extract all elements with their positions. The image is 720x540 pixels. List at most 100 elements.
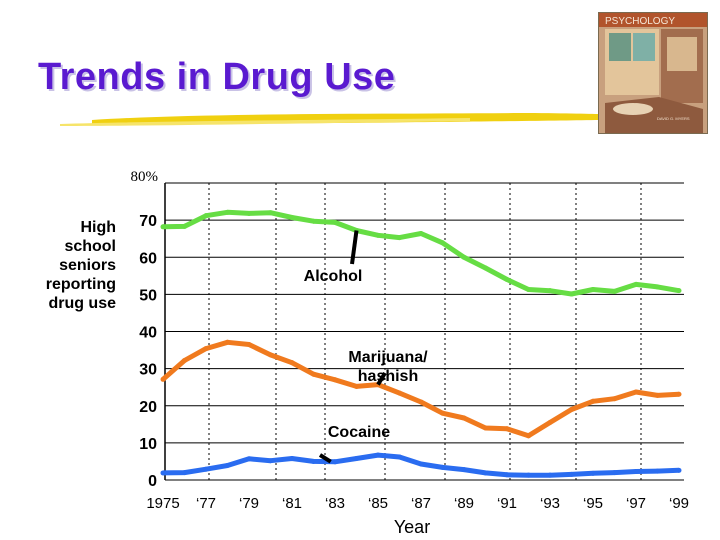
y-axis-title-line: High school [64,219,116,255]
data-point-marijuana [590,398,596,404]
data-point-marijuana [246,341,252,347]
data-point-cocaine [418,461,424,467]
y-tick-label: 50 [139,287,157,304]
x-tick-label: ‘91 [497,495,517,512]
data-point-alcohol [547,288,553,294]
data-point-cocaine [440,464,445,470]
x-tick-label: 1975 [146,495,179,512]
data-point-alcohol [633,281,639,287]
annotation-label-marijuana: Marijuana/hashish [348,349,428,385]
y-tick-label: 70 [139,213,157,230]
data-point-alcohol [225,209,230,215]
data-point-alcohol [375,232,381,238]
x-tick-label: ‘89 [454,495,474,512]
book-cover-author: DAVID G. MYERS [657,116,690,121]
data-point-marijuana [676,391,682,397]
data-point-marijuana [225,339,230,345]
series-line-alcohol [162,209,680,297]
data-point-alcohol [203,213,209,219]
data-point-marijuana [182,357,187,363]
data-point-cocaine [225,463,230,469]
data-point-alcohol [311,218,316,224]
data-point-cocaine [590,470,596,476]
x-tick-label: ‘81 [282,495,302,512]
data-point-cocaine [182,470,187,476]
data-point-cocaine [547,472,553,478]
data-point-cocaine [526,472,531,478]
annotation-label-line: Cocaine [328,424,390,441]
data-point-alcohol [526,287,531,293]
data-point-cocaine [246,456,252,462]
book-cover-image: PSYCHOLOGY DAVID G. MYERS [598,12,708,134]
x-tick-label: ‘85 [368,495,388,512]
data-point-marijuana [354,383,359,389]
y-tick-label: 10 [139,436,157,453]
data-point-cocaine [375,452,381,458]
x-tick-label: ‘99 [669,495,689,512]
data-point-cocaine [160,470,166,476]
title-underline [60,113,600,126]
data-point-alcohol [246,210,252,216]
y-axis-title: High school seniors reporting drug use [28,218,116,313]
x-tick-label: ‘79 [239,495,259,512]
data-point-marijuana [289,360,295,366]
data-point-cocaine [461,467,467,473]
data-point-marijuana [332,377,338,383]
data-point-alcohol [440,240,445,246]
annotation-label-line: hashish [358,368,418,385]
data-point-cocaine [354,455,359,461]
data-point-alcohol [397,235,402,241]
x-tick-label: ‘87 [411,495,431,512]
data-point-cocaine [612,470,617,476]
annotation-label-cocaine: Cocaine [328,424,390,441]
data-point-alcohol [332,219,338,225]
y-tick-label: 60 [139,250,157,267]
data-point-alcohol [612,288,617,294]
x-tick-label: ‘97 [626,495,646,512]
data-point-cocaine [203,466,209,472]
annotation-label-line: Alcohol [304,268,363,285]
data-point-marijuana [160,376,166,382]
y-tick-label: 0 [148,473,157,490]
data-point-alcohol [461,254,467,260]
data-point-marijuana [504,426,510,432]
y-axis-title-line: reporting [45,276,116,293]
x-tick-label: ‘93 [540,495,560,512]
x-axis-title: Year [394,517,430,537]
y-tick-label: 20 [139,399,157,416]
y-tick-label: 80% [131,169,159,185]
data-point-marijuana [268,352,273,358]
page-title: Trends in Drug Use [38,56,396,98]
data-point-marijuana [440,410,445,416]
data-point-cocaine [569,471,574,477]
data-point-cocaine [504,472,510,478]
data-point-marijuana [547,419,553,425]
y-axis-title-line: seniors [59,257,116,274]
data-point-alcohol [160,224,166,230]
y-tick-label: 40 [139,325,157,342]
x-tick-label: ‘77 [196,495,216,512]
data-point-cocaine [655,468,660,474]
annotation-leader-cocaine [318,453,332,464]
data-point-alcohol [590,287,596,293]
data-point-cocaine [289,455,295,461]
y-tick-label: 30 [139,362,157,379]
data-point-marijuana [526,433,531,439]
data-point-alcohol [268,210,273,216]
x-tick-label: ‘83 [325,495,345,512]
data-point-marijuana [203,346,209,352]
data-point-alcohol [655,284,660,290]
data-point-marijuana [612,396,617,402]
data-point-cocaine [397,454,402,460]
x-tick-label: ‘95 [583,495,603,512]
data-point-cocaine [633,468,639,474]
annotation-label-alcohol: Alcohol [304,268,363,285]
data-point-cocaine [332,459,338,465]
data-point-cocaine [311,458,316,464]
data-point-alcohol [289,215,295,221]
data-point-marijuana [655,392,660,398]
data-point-marijuana [461,415,467,421]
data-point-alcohol [418,230,424,236]
data-point-alcohol [182,223,187,229]
